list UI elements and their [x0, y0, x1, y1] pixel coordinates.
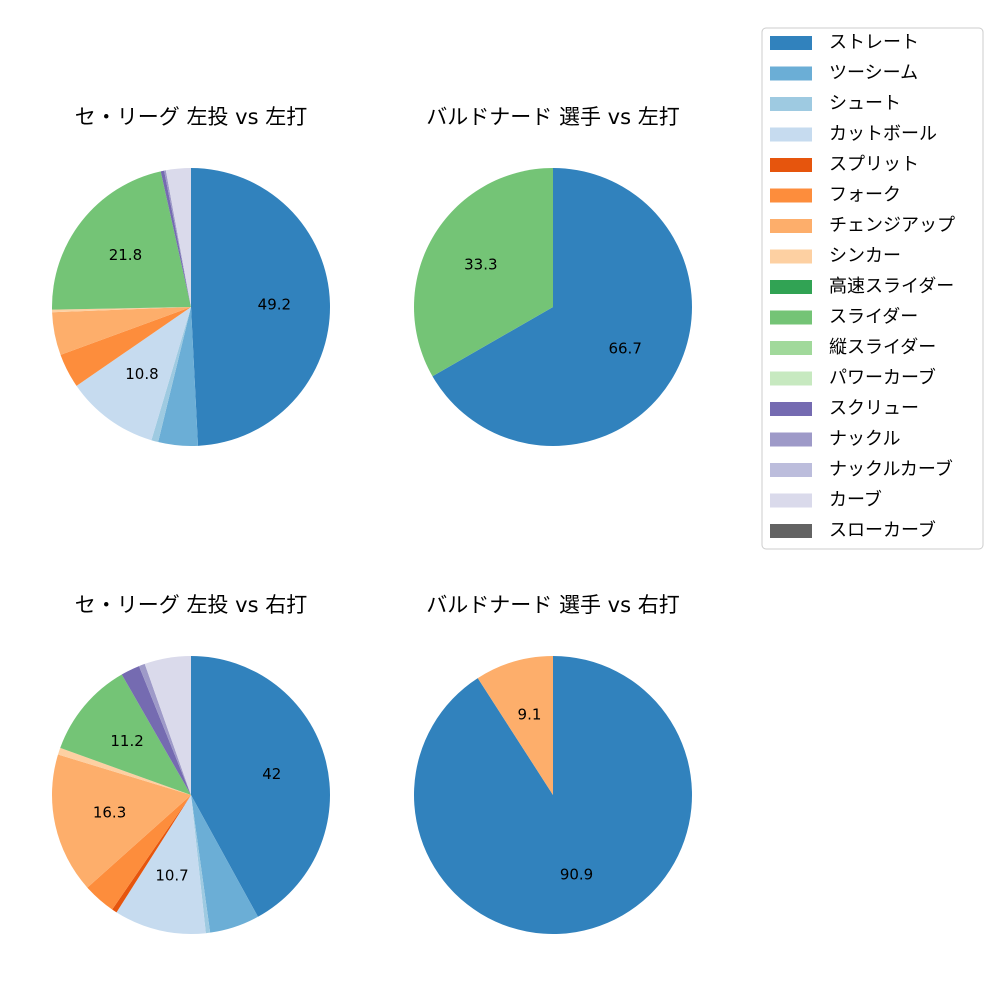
legend-label: スプリット: [829, 154, 919, 175]
legend-swatch: [770, 219, 812, 233]
legend-label: スクリュー: [829, 398, 919, 419]
legend-label: ナックル: [829, 429, 900, 450]
legend-swatch: [770, 493, 812, 508]
slice-label: 42: [262, 765, 281, 783]
legend-swatch: [770, 524, 812, 538]
legend-label: カーブ: [829, 489, 882, 511]
legend-label: パワーカーブ: [829, 367, 936, 389]
legend-label: ツーシーム: [829, 63, 918, 84]
slice-label: 49.2: [258, 295, 291, 313]
legend-swatch: [770, 371, 812, 386]
chart-title: セ・リーグ 左投 vs 左打: [75, 105, 307, 129]
pie-slice: [52, 307, 192, 355]
legend-swatch: [770, 249, 812, 264]
pie-slice: [160, 170, 191, 307]
pie-slice: [414, 168, 553, 377]
legend-swatch: [770, 97, 812, 111]
chart-title: セ・リーグ 左投 vs 右打: [75, 593, 307, 617]
pie-slice: [191, 795, 211, 934]
legend-label: チェンジアップ: [829, 215, 955, 236]
legend-label: スライダー: [829, 307, 918, 328]
legend-swatch: [770, 158, 812, 172]
pie-slice: [151, 307, 191, 443]
legend-label: スローカーブ: [829, 519, 936, 541]
pie-slice: [191, 168, 331, 446]
legend-label: フォーク: [829, 185, 901, 206]
pie-slice: [191, 795, 258, 933]
legend-swatch: [770, 310, 812, 325]
pie-slice: [432, 168, 692, 446]
legend-swatch: [770, 402, 812, 416]
pie-slice: [76, 307, 191, 441]
slice-label: 11.2: [110, 732, 143, 750]
legend-label: ナックルカーブ: [829, 458, 953, 480]
legend-swatch: [770, 463, 812, 477]
pie-slice: [58, 747, 191, 795]
legend-swatch: [770, 280, 812, 294]
pie-slice: [87, 795, 191, 910]
pie-slice: [165, 168, 191, 307]
pie-slice: [60, 674, 191, 795]
legend-label: 縦スライダー: [829, 337, 936, 358]
legend-swatch: [770, 341, 812, 355]
legend-swatch: [770, 188, 812, 203]
pie-slice: [477, 656, 553, 795]
legend-label: シュート: [829, 93, 901, 114]
legend-label: 高速スライダー: [829, 276, 954, 297]
pie-slice: [191, 656, 330, 917]
slice-label: 90.9: [560, 866, 593, 884]
pie-slice: [51, 171, 191, 310]
chart-title: バルドナード 選手 vs 左打: [426, 105, 679, 129]
legend-frame: [761, 27, 984, 550]
pie-slice: [164, 170, 191, 307]
slice-label: 10.8: [125, 365, 158, 383]
legend-swatch: [770, 66, 812, 81]
pie-slice: [158, 307, 198, 446]
pie-slice: [52, 754, 192, 888]
pie-slice: [112, 795, 191, 913]
slice-label: 10.7: [155, 867, 188, 885]
legend-swatch: [770, 127, 812, 142]
pie-slice: [116, 795, 206, 934]
pie-slice: [60, 307, 192, 386]
legend-label: ストレート: [829, 32, 919, 53]
slice-label: 21.8: [109, 246, 142, 264]
slice-label: 9.1: [518, 705, 542, 723]
slice-label: 66.7: [608, 339, 641, 357]
slice-label: 16.3: [93, 803, 126, 821]
legend-swatch: [770, 36, 812, 50]
slice-label: 33.3: [464, 256, 497, 274]
pie-slice: [144, 656, 191, 795]
legend: ストレートツーシームシュートカットボールスプリットフォークチェンジアップシンカー…: [761, 27, 984, 550]
legend-label: シンカー: [829, 246, 901, 267]
pie-slice: [121, 666, 191, 795]
pie-slice: [52, 307, 192, 313]
legend-swatch: [770, 432, 812, 447]
chart-title: バルドナード 選手 vs 右打: [426, 593, 679, 617]
legend-label: カットボール: [829, 124, 937, 145]
pie-slice: [139, 663, 191, 795]
